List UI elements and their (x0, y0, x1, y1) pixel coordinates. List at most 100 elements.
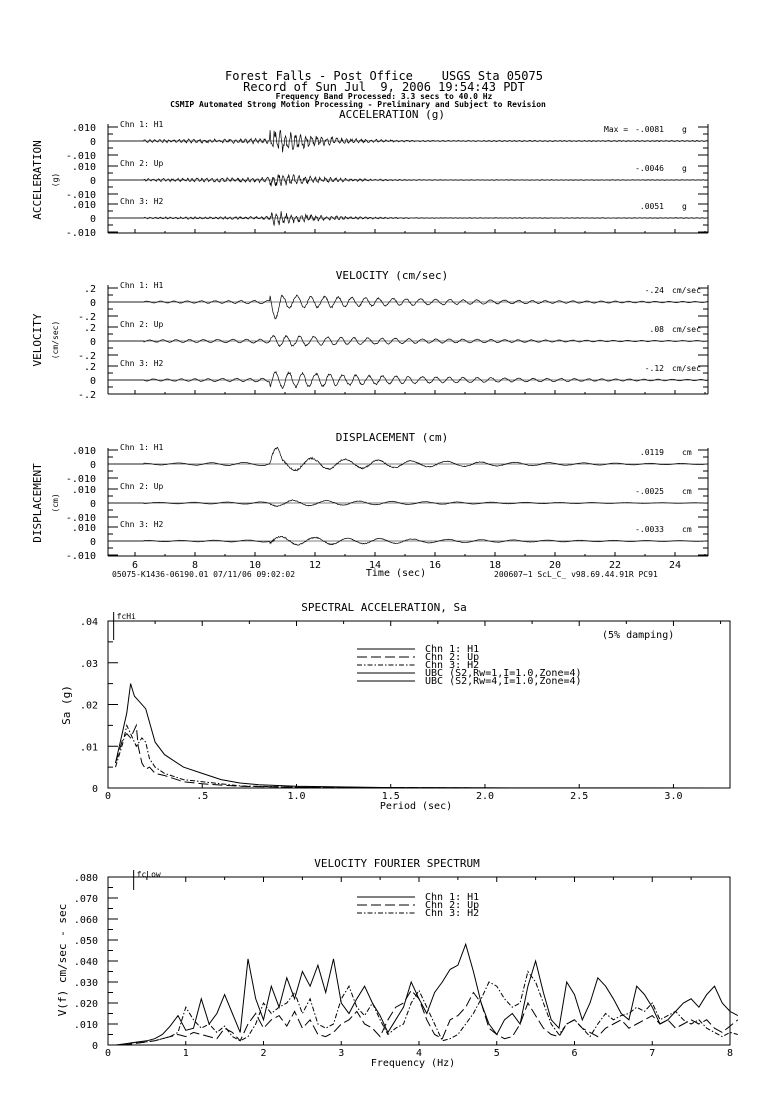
y-tick-label: .050 (74, 936, 98, 947)
waveform-trace (108, 173, 709, 187)
legend-label: Chn 2: Up (425, 900, 479, 911)
damping-annotation: (5% damping) (602, 630, 674, 641)
footer-version: 200607~1 ScL_C_ v98.69.44.91R PC91 (494, 570, 658, 579)
channel-label: Chn 1: H1 (120, 443, 164, 452)
waveform-trace (108, 446, 709, 472)
channel-label: Chn 2: Up (120, 320, 164, 329)
x-tick-label: 2 (260, 1048, 266, 1059)
x-tick-label: 18 (489, 560, 501, 571)
x-tick-label: .5 (196, 791, 208, 802)
y-tick-label: .010 (72, 485, 96, 496)
channel-2: .010 0 -.010 Chn 2: Up -.0046 g (66, 159, 709, 201)
x-tick-label: 5 (494, 1048, 500, 1059)
y-tick-label: .2 (84, 284, 96, 295)
x-tick-label: 1 (183, 1048, 189, 1059)
x-tick-label: 12 (309, 560, 321, 571)
y-axis-unit: (cm/sec) (51, 321, 60, 360)
y-axis-label: VELOCITY (31, 313, 44, 366)
x-tick-label: 16 (429, 560, 441, 571)
y-tick-label: .010 (72, 446, 96, 457)
channel-3: .010 0 -.010 Chn 3: H2 -.0033 cm (66, 520, 709, 562)
header-frequency-band: Frequency Band Processed: 3.3 secs to 40… (276, 92, 493, 101)
channel-1: .010 0 -.010 Chn 1: H1 Max = -.0081 g (66, 120, 709, 162)
peak-unit: g (682, 202, 687, 211)
x-tick-label: 22 (609, 560, 621, 571)
y-tick-label: -.010 (66, 474, 96, 485)
waveform-trace (108, 130, 709, 153)
y-axis-label: V(f) cm/sec - sec (56, 904, 69, 1017)
y-axis-label: Sa (g) (60, 685, 73, 725)
channel-label: Chn 3: H2 (120, 197, 164, 206)
peak-value: -.0081 (635, 125, 664, 134)
y-tick-label: -.010 (66, 190, 96, 201)
panel-displacement: DISPLACEMENT (cm) DISPLACEMENT (cm) .010 0 -.… (31, 431, 709, 579)
waveform-trace (108, 211, 709, 227)
channel-2: .010 0 -.010 Chn 2: Up -.0025 cm (66, 482, 709, 524)
y-tick-label: 0 (90, 176, 96, 187)
peak-value: .0119 (640, 448, 664, 457)
panel-title: VELOCITY (cm/sec) (336, 269, 449, 282)
panel-title: DISPLACEMENT (cm) (336, 431, 449, 444)
legend-label: Chn 3: H2 (425, 660, 479, 671)
velocity-fourier-chart: VELOCITY FOURIER SPECTRUM .080 .070 .060 .05… (56, 857, 739, 1069)
x-tick-label: 10 (249, 560, 261, 571)
plot-frame (107, 876, 731, 1046)
x-tick-label: 2.0 (476, 791, 494, 802)
plot-frame (107, 620, 731, 789)
waveform-trace (108, 294, 708, 320)
y-tick-label: 0 (90, 337, 96, 348)
channel-label: Chn 2: Up (120, 159, 164, 168)
channel-label: Chn 1: H1 (120, 120, 164, 129)
x-tick-label: 6 (571, 1048, 577, 1059)
x-tick-label: 24 (669, 560, 681, 571)
x-tick-label: 2.5 (570, 791, 588, 802)
x-tick-label: 3.0 (664, 791, 682, 802)
y-tick-label: .010 (72, 123, 96, 134)
y-tick-label: -.010 (66, 513, 96, 524)
header-record-time: Record of Sun Jul 9, 2006 19:54:43 PDT (243, 80, 525, 94)
y-tick-label: .03 (80, 659, 98, 670)
panel-title: ACCELERATION (g) (339, 108, 445, 121)
y-tick-label: .01 (80, 742, 98, 753)
footer-record-id: 05075-K1436-06190.01 07/11/06 09:02:02 (112, 570, 295, 579)
channel-2: .2 0 -.2 Chn 2: Up .08 cm/sec (78, 320, 709, 362)
peak-value: -.0025 (635, 487, 664, 496)
x-tick-label: 4 (416, 1048, 422, 1059)
series-chn-1-h1 (108, 942, 739, 1046)
y-tick-label: 0 (90, 137, 96, 148)
peak-unit: g (682, 164, 687, 173)
channel-label: Chn 3: H2 (120, 359, 164, 368)
max-label: Max = (604, 125, 628, 134)
x-tick-label: 7 (649, 1048, 655, 1059)
x-tick-label: 6 (132, 560, 138, 571)
peak-unit: cm/sec (672, 286, 701, 295)
peak-unit: cm/sec (672, 325, 701, 334)
peak-unit: cm/sec (672, 364, 701, 373)
x-tick-label: 14 (369, 560, 381, 571)
legend-label: Chn 3: H2 (425, 908, 479, 919)
y-tick-label: .020 (74, 999, 98, 1010)
panel-acceleration: ACCELERATION (g) ACCELERATION (g) .010 0 -.01… (31, 108, 709, 239)
y-tick-label: 0 (90, 460, 96, 471)
channel-1: .010 0 -.010 Chn 1: H1 .0119 cm (66, 443, 709, 485)
x-tick-label: 0 (105, 1048, 111, 1059)
waveform-trace (108, 334, 709, 348)
y-tick-label: -.2 (78, 351, 96, 362)
series-chn-2-up (108, 989, 739, 1046)
legend-label: UBC (S2,Rw=1,I=1.0,Zone=4) (425, 668, 582, 679)
series-chn-2-up (115, 723, 486, 789)
x-axis-label: Frequency (Hz) (371, 1058, 455, 1069)
series-chn-3-h2 (115, 723, 486, 789)
channel-label: Chn 3: H2 (120, 520, 164, 529)
series-chn-3-h2 (108, 970, 738, 1046)
y-tick-label: .070 (74, 894, 98, 905)
legend-label: Chn 1: H1 (425, 892, 479, 903)
waveform-trace (108, 535, 709, 546)
header-station: Forest Falls - Post Office USGS Sta 0507… (225, 69, 543, 83)
spectral-acceleration-chart: SPECTRAL ACCELERATION, Sa .04 .03 .02 .01 00.… (60, 601, 731, 812)
y-tick-label: .010 (72, 523, 96, 534)
x-axis-label: Period (sec) (380, 801, 452, 812)
y-tick-label: -.010 (66, 228, 96, 239)
y-tick-label: -.010 (66, 151, 96, 162)
